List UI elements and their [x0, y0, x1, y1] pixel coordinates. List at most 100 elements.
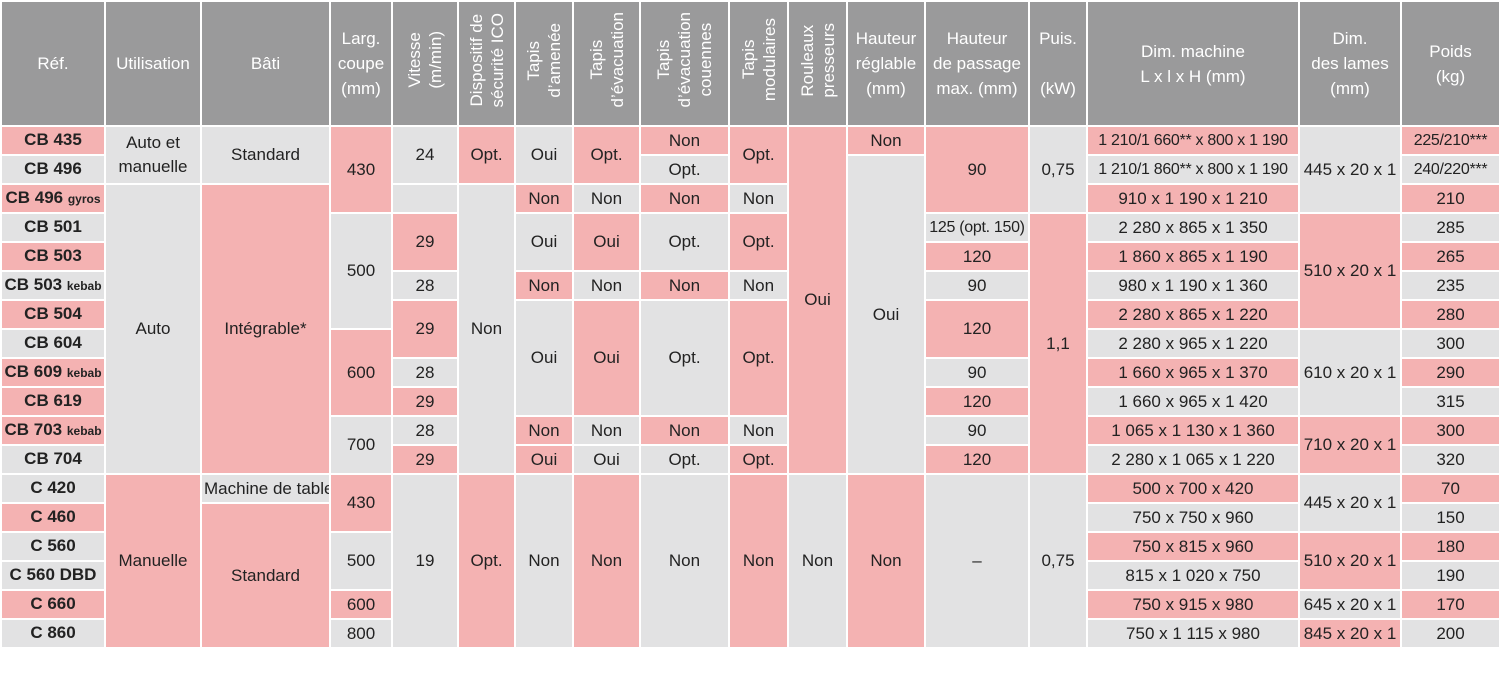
- hauteur-passage-cell: 120: [924, 299, 1030, 359]
- poids-cell: 225/210***: [1400, 125, 1500, 156]
- table-row: CB 619 29 120 1 660 x 965 x 1 420 315: [0, 386, 1500, 417]
- ref-cell: C 560 DBD: [0, 560, 106, 591]
- dim-machine-cell: 500 x 700 x 420: [1086, 473, 1300, 504]
- tapis-couennes-cell: Non: [639, 125, 730, 156]
- hauteur-passage-cell: 120: [924, 444, 1030, 475]
- tapis-amenee-cell: Oui: [514, 444, 574, 475]
- header-tapis-couennes: Tapis d’évacuation couennes: [639, 0, 730, 127]
- header-ref: Réf.: [0, 0, 106, 127]
- tapis-evacuation-cell: Non: [572, 183, 641, 214]
- dim-machine-cell: 1 065 x 1 130 x 1 360: [1086, 415, 1300, 446]
- tapis-modulaires-cell: Opt.: [728, 299, 789, 417]
- hauteur-passage-cell: 90: [924, 357, 1030, 388]
- hauteur-passage-cell: 90: [924, 270, 1030, 301]
- ref-cell: C 420: [0, 473, 106, 504]
- poids-cell: 150: [1400, 502, 1500, 533]
- ref-cell: CB 503: [0, 241, 106, 272]
- utilisation-cell: Auto: [104, 183, 202, 475]
- hauteur-reglable-cell: Non: [846, 473, 926, 649]
- vitesse-cell: 28: [391, 415, 459, 446]
- dim-machine-cell: 1 860 x 865 x 1 190: [1086, 241, 1300, 272]
- header-bati: Bâti: [200, 0, 331, 127]
- ref-cell: CB 609 kebab: [0, 357, 106, 388]
- ref-cell: CB 504: [0, 299, 106, 330]
- vitesse-cell: 29: [391, 444, 459, 475]
- tapis-couennes-cell: Non: [639, 473, 730, 649]
- header-rouleaux: Rouleaux presseurs: [787, 0, 848, 127]
- hauteur-passage-cell: 120: [924, 386, 1030, 417]
- largeur-cell: 430: [329, 125, 393, 214]
- tapis-amenee-cell: Oui: [514, 125, 574, 185]
- dim-lames-cell: 845 x 20 x 1: [1298, 618, 1402, 649]
- largeur-cell: 600: [329, 328, 393, 417]
- poids-cell: 315: [1400, 386, 1500, 417]
- tapis-couennes-cell: Non: [639, 183, 730, 214]
- dim-machine-cell: 750 x 1 115 x 980: [1086, 618, 1300, 649]
- dim-lames-cell: 645 x 20 x 1: [1298, 589, 1402, 620]
- header-row: Réf. Utilisation Bâti Larg. coupe (mm) Vit…: [0, 0, 1500, 127]
- vitesse-cell: 29: [391, 212, 459, 272]
- largeur-cell: 500: [329, 531, 393, 591]
- poids-cell: 240/220***: [1400, 154, 1500, 185]
- dim-machine-cell: 1 660 x 965 x 1 370: [1086, 357, 1300, 388]
- dim-lames-cell: 445 x 20 x 1: [1298, 473, 1402, 533]
- poids-cell: 235: [1400, 270, 1500, 301]
- vitesse-cell: 29: [391, 386, 459, 417]
- puissance-cell: 0,75: [1028, 125, 1088, 214]
- hauteur-reglable-cell: Oui: [846, 154, 926, 475]
- table-row: CB 504 29 Oui Oui Opt. Opt. 120 2 280 x …: [0, 299, 1500, 417]
- header-tapis-amenee: Tapis d’amenée: [514, 0, 574, 127]
- dim-lames-cell: 610 x 20 x 1: [1298, 328, 1402, 417]
- header-dispositif: Dispositif de sécurité ICO: [457, 0, 516, 127]
- ref-cell: C 460: [0, 502, 106, 533]
- table-row: C 560 500 750 x 815 x 960 510 x 20 x 1 1…: [0, 531, 1500, 591]
- tapis-couennes-cell: Opt.: [639, 444, 730, 475]
- header-tapis-modulaires: Tapis modulaires: [728, 0, 789, 127]
- tapis-modulaires-cell: Non: [728, 183, 789, 214]
- tapis-modulaires-cell: Opt.: [728, 212, 789, 272]
- tapis-amenee-cell: Non: [514, 183, 574, 214]
- vitesse-cell: 28: [391, 357, 459, 388]
- table-row: CB 501 500 29 Oui Oui Opt. Opt. 125 (opt…: [0, 212, 1500, 475]
- rouleaux-cell: Oui: [787, 125, 848, 475]
- dim-machine-cell: 750 x 815 x 960: [1086, 531, 1300, 562]
- hauteur-reglable-cell: Non: [846, 125, 926, 156]
- tapis-evacuation-cell: Opt.: [572, 125, 641, 185]
- ref-cell: CB 496 gyros: [0, 183, 106, 214]
- tapis-modulaires-cell: Non: [728, 473, 789, 649]
- dim-lames-cell: 510 x 20 x 1: [1298, 212, 1402, 330]
- ref-cell: C 660: [0, 589, 106, 620]
- dim-lames-cell: 445 x 20 x 1: [1298, 125, 1402, 214]
- ref-cell: C 560: [0, 531, 106, 562]
- table-row: CB 704 29 Oui Oui Opt. Opt. 120 2 280 x …: [0, 444, 1500, 475]
- table-row: CB 496 gyros Auto Intégrable* Non Non No…: [0, 183, 1500, 475]
- ref-cell: CB 501: [0, 212, 106, 243]
- poids-cell: 285: [1400, 212, 1500, 243]
- table-row: CB 496 Opt. Oui 1 210/1 860** x 800 x 1 …: [0, 154, 1500, 475]
- hauteur-passage-cell: –: [924, 473, 1030, 649]
- ref-cell: CB 435: [0, 125, 106, 156]
- vitesse-cell: 24: [391, 125, 459, 185]
- utilisation-cell: Auto et manuelle: [104, 125, 202, 185]
- tapis-couennes-cell: Opt.: [639, 299, 730, 417]
- dim-machine-cell: 2 280 x 865 x 1 350: [1086, 212, 1300, 243]
- ref-cell: C 860: [0, 618, 106, 649]
- dim-machine-cell: 1 660 x 965 x 1 420: [1086, 386, 1300, 417]
- table-row: CB 503 120 1 860 x 865 x 1 190 265: [0, 241, 1500, 272]
- tapis-amenee-cell: Non: [514, 415, 574, 446]
- largeur-cell: 700: [329, 415, 393, 475]
- poids-cell: 280: [1400, 299, 1500, 330]
- dim-machine-cell: 1 210/1 860** x 800 x 1 190: [1086, 154, 1300, 185]
- dim-machine-cell: 980 x 1 190 x 1 360: [1086, 270, 1300, 301]
- tapis-modulaires-cell: Opt.: [728, 444, 789, 475]
- header-dim-lames: Dim. des lames (mm): [1298, 0, 1402, 127]
- tapis-amenee-cell: Non: [514, 473, 574, 649]
- tapis-evacuation-cell: Oui: [572, 212, 641, 272]
- poids-cell: 200: [1400, 618, 1500, 649]
- poids-cell: 170: [1400, 589, 1500, 620]
- tapis-amenee-cell: Non: [514, 270, 574, 301]
- puissance-cell: 1,1: [1028, 212, 1088, 475]
- hauteur-passage-cell: 125 (opt. 150): [924, 212, 1030, 243]
- spec-table: Réf. Utilisation Bâti Larg. coupe (mm) Vit…: [0, 0, 1500, 649]
- tapis-amenee-cell: Oui: [514, 299, 574, 417]
